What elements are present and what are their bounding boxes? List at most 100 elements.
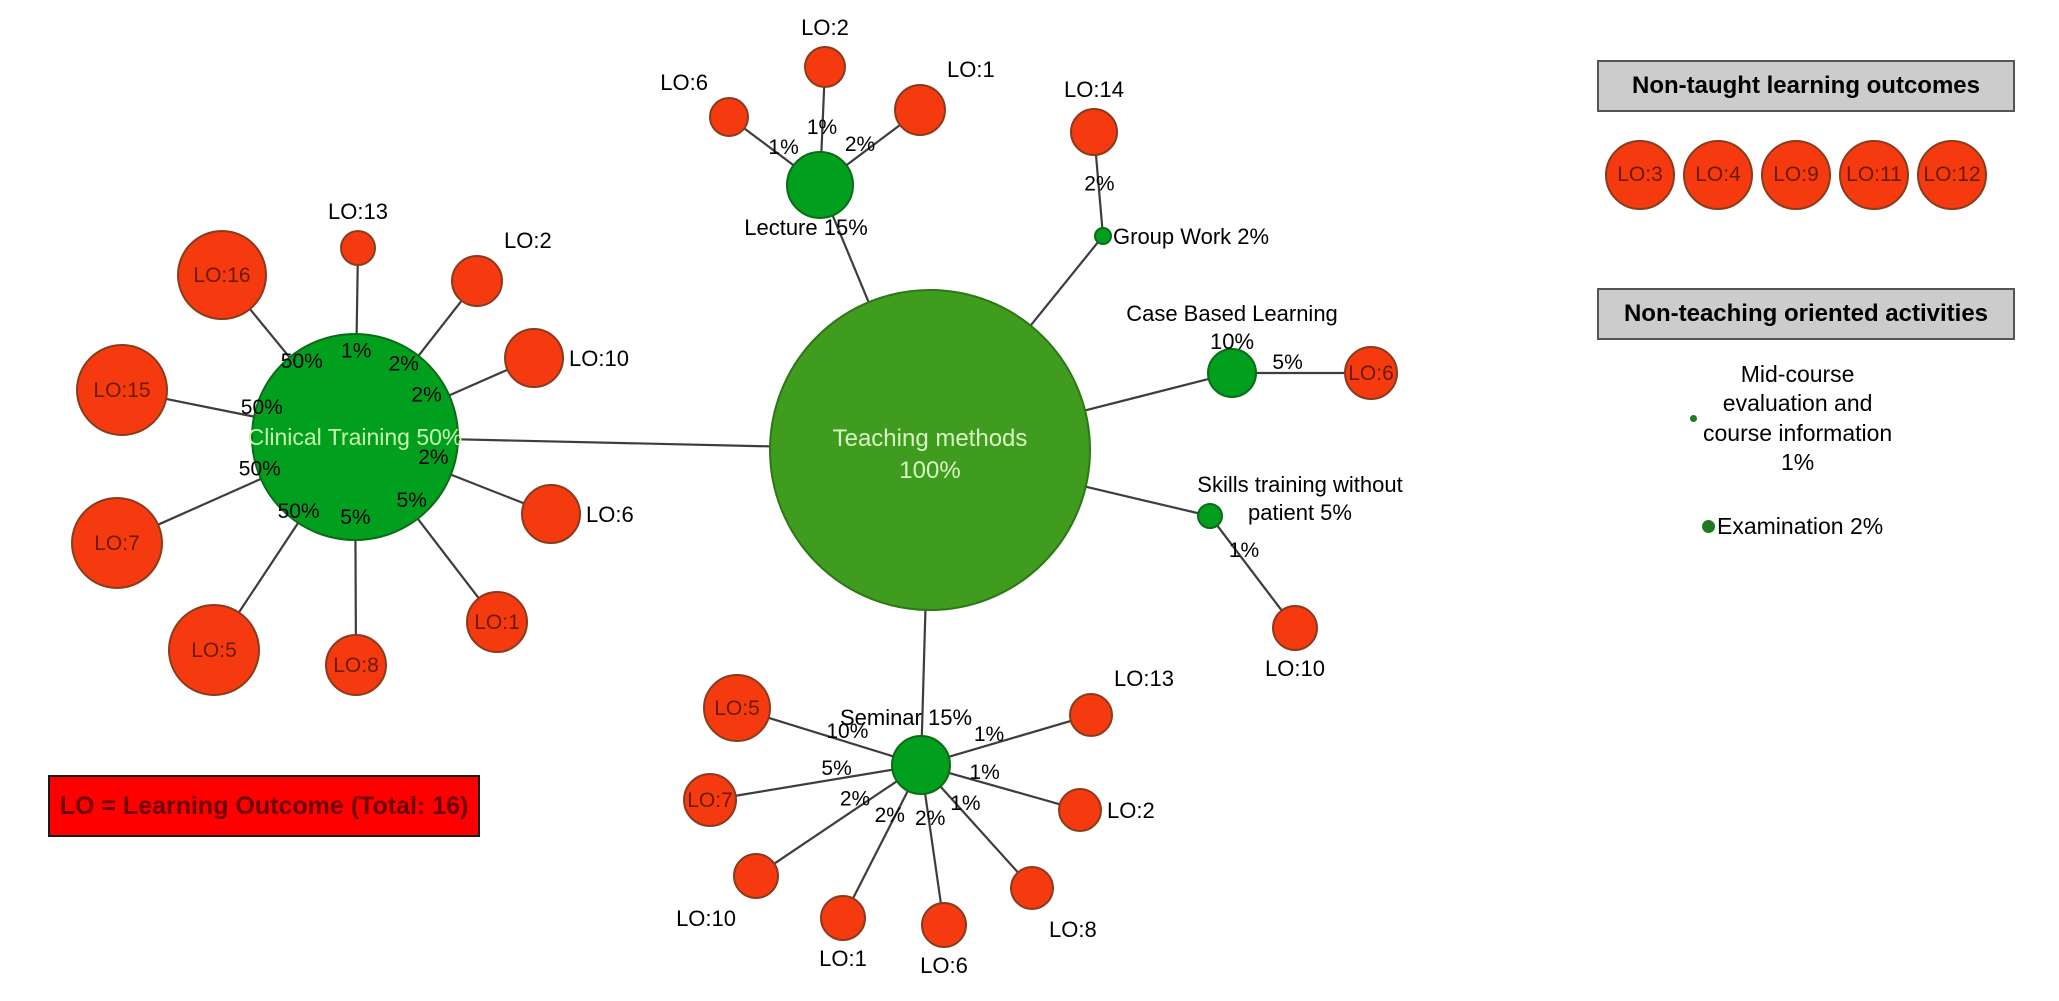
outcome-node-label: LO:5 [714,697,760,720]
outcome-node-label: LO:10 [676,906,736,931]
outcome-node-LO-14[interactable] [1070,108,1118,156]
graph-edge [939,785,1019,874]
learning-outcome-key: LO = Learning Outcome (Total: 16) [48,775,480,837]
method-node-label-clinical: Clinical Training 50% [248,424,463,450]
outcome-node-LO-5[interactable] [703,674,771,742]
edge-weight-label: 2% [915,807,945,830]
method-node-label-lecture: Lecture 15% [744,215,868,240]
graph-edge [845,124,901,167]
edge-weight-label: 2% [411,383,441,406]
graph-edge [924,793,942,904]
outcome-node-LO-5[interactable] [168,604,260,696]
outcome-node-label: LO:1 [819,946,867,971]
outcome-node-LO-1[interactable] [466,591,528,653]
graph-edge [948,771,1061,806]
panel-non-taught-title: Non-taught learning outcomes [1597,60,2015,112]
edge-weight-label: 50% [278,500,320,523]
outcome-node-label: LO:5 [191,639,237,662]
outcome-node-LO-2[interactable] [804,46,846,88]
method-node-label-seminar: Seminar 15% [840,705,972,730]
outcome-node-label: LO:10 [569,346,629,371]
graph-edge [768,716,894,758]
edge-weight-label: 5% [821,757,851,780]
graph-edge [457,438,771,448]
legend-item-label: Mid-course evaluation and course informati… [1703,361,1893,476]
center-node-teaching-methods[interactable] [769,289,1091,611]
edge-weight-label: 50% [239,457,281,480]
non-taught-outcome-chip: LO:3 [1605,140,1675,210]
outcome-node-LO-15[interactable] [76,344,168,436]
edge-weight-label: 10% [826,720,868,743]
edge-weight-label: 2% [875,804,905,827]
outcome-node-LO-2[interactable] [1058,788,1102,832]
edge-weight-label: 50% [281,350,323,373]
outcome-node-LO-6[interactable] [709,97,749,137]
edge-weight-label: 1% [950,792,980,815]
graph-edge [743,127,795,167]
edge-weight-label: 1% [768,136,798,159]
outcome-node-LO-16[interactable] [177,230,267,320]
outcome-node-LO-6[interactable] [521,484,581,544]
panel-non-taught: Non-taught learning outcomes [1597,60,2015,112]
method-node-groupwork[interactable] [1094,227,1112,245]
outcome-node-LO-8[interactable] [325,634,387,696]
graph-edge [920,609,927,737]
outcome-node-label: LO:2 [1107,798,1155,823]
non-taught-outcome-chip: LO:12 [1917,140,1987,210]
graph-edge [157,477,262,526]
graph-edge [448,368,508,397]
legend-item-label: Examination 2% [1717,513,1884,539]
outcome-node-LO-8[interactable] [1010,866,1054,910]
graph-edge [1094,154,1104,229]
method-node-seminar[interactable] [891,735,951,795]
method-node-lecture[interactable] [786,151,854,219]
method-node-value-skills: patient 5% [1248,500,1352,525]
green-dot-icon [1690,415,1697,423]
outcome-node-LO-13[interactable] [340,230,376,266]
green-dot-icon [1702,520,1715,534]
panel-non-teaching: Non-teaching oriented activities [1597,288,2015,340]
outcome-node-label: LO:2 [504,228,552,253]
outcome-node-label: LO:7 [687,789,733,812]
graph-edge [773,780,898,865]
legend-item-mid-course-evaluation: Mid-course evaluation and course informati… [1690,360,1930,478]
nodes-layer [71,46,1398,948]
outcome-node-LO-7[interactable] [71,497,163,589]
outcome-node-label: LO:7 [94,532,140,555]
outcome-node-LO-10[interactable] [1272,605,1318,651]
method-node-label-groupwork: Group Work 2% [1113,224,1269,249]
panel-non-teaching-title: Non-teaching oriented activities [1597,288,2015,340]
edge-weight-label: 1% [1229,539,1259,562]
outcome-node-LO-10[interactable] [504,328,564,388]
outcome-node-LO-1[interactable] [894,84,946,136]
edge-weight-label: 1% [974,723,1004,746]
method-node-clinical[interactable] [251,333,459,541]
outcome-node-LO-2[interactable] [451,255,503,307]
graph-edge [1085,485,1199,515]
outcome-node-label: LO:6 [660,70,708,95]
outcome-node-LO-7[interactable] [683,773,737,827]
graph-edge [852,790,909,899]
graph-edge [735,768,893,797]
non-taught-outcome-chips: LO:3 LO:4 LO:9 LO:11 LO:12 [1605,140,1987,210]
center-node-value: 100% [899,457,960,484]
method-node-cbl[interactable] [1207,348,1257,398]
outcome-node-label: LO:13 [328,199,388,224]
outcome-node-LO-10[interactable] [733,853,779,899]
edge-weight-label: 1% [969,761,999,784]
graph-edge [450,473,525,505]
outcome-node-LO-1[interactable] [820,895,866,941]
edge-weight-label: 2% [840,787,870,810]
outcome-node-LO-6[interactable] [1344,346,1398,400]
graph-edge [1216,524,1283,612]
outcome-node-label: LO:6 [586,502,634,527]
method-node-skills[interactable] [1197,503,1223,529]
edge-weight-label: 1% [807,116,837,139]
outcome-node-label: LO:1 [947,57,995,82]
method-node-value-cbl: 10% [1210,329,1254,354]
outcome-node-LO-6[interactable] [921,902,967,948]
edge-weight-label: 2% [1084,172,1114,195]
non-taught-outcome-chip: LO:4 [1683,140,1753,210]
outcome-node-LO-13[interactable] [1069,693,1113,737]
